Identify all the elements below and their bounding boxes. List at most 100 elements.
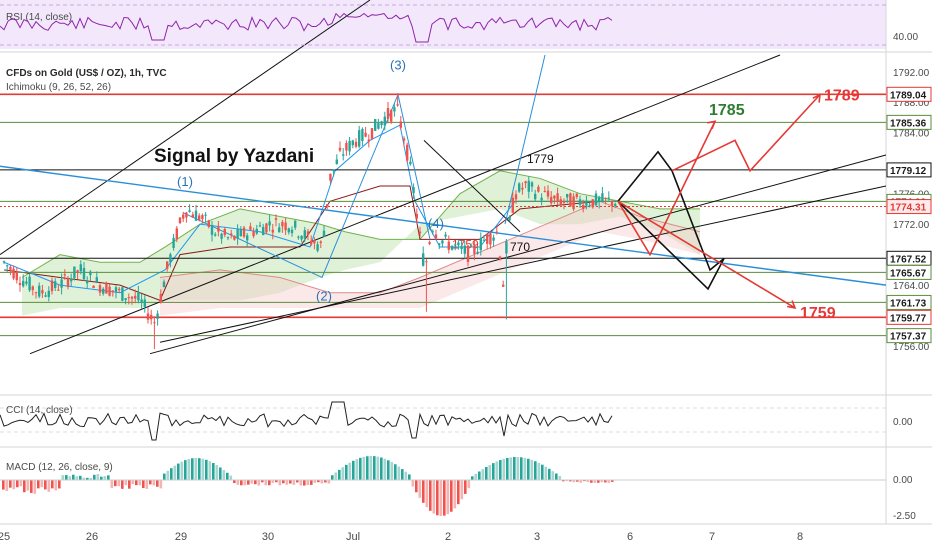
macd-bar [184,460,187,480]
macd-bar [2,480,5,490]
candle-body [86,281,89,284]
time-axis-label: 8 [797,531,803,543]
price-tag[interactable] [886,309,932,325]
macd-bar [600,480,604,483]
trend-line[interactable] [159,185,887,343]
candle-body [572,196,575,210]
macd-bar [296,480,299,483]
price-tag[interactable] [886,264,932,280]
macd-bar [226,472,229,480]
macd-bar [82,477,86,480]
rsi-label: RSI (14, close) [6,12,72,23]
macd-bar [124,480,128,486]
trend-line[interactable] [0,0,371,256]
macd-bar [191,458,194,480]
candle-body [102,288,105,294]
macd-bar [299,480,303,486]
macd-bar [425,480,429,508]
macd-bar [9,480,12,488]
macd-bar [541,464,544,480]
candle-body [162,281,166,288]
trend-line[interactable] [504,54,546,225]
macd-bar [572,480,576,483]
candle-body [495,231,498,233]
macd-bar [19,480,23,487]
projection-path-red[interactable] [617,120,716,257]
price-tag[interactable] [886,162,932,178]
candle-body [434,234,438,239]
candle-body [98,285,102,293]
candle-body [25,281,28,284]
price-tag[interactable] [886,294,932,310]
candle-body [562,201,566,203]
elliott-wave-path[interactable] [182,92,431,279]
macd-bar [117,480,121,487]
candle-body [486,234,489,244]
candle-body [210,224,214,235]
price-axis-label: 1772.00 [893,220,930,231]
price-tag-text: 1765.67 [890,268,927,279]
target-label: 1789 [824,88,860,105]
drawing-lines-layer[interactable]: (1) (2) (3) (4) 1779 1759 770 [0,0,887,355]
candle-body [278,227,281,233]
price-tag[interactable] [886,114,932,130]
macd-bar [254,480,257,485]
candle-body [156,313,159,319]
projection-paths-layer[interactable]: 1789 1785 1759 [617,88,860,322]
trend-line[interactable] [423,139,521,233]
price-tag-text: 1785.36 [890,118,927,129]
macd-bar [320,480,324,484]
macd-bar [527,458,530,480]
price-tag-text: 1789.04 [890,90,927,101]
price-axis-label: 1784.00 [893,129,930,140]
price-axis-label: 1756.00 [893,342,930,353]
projection-path-red[interactable] [671,94,821,173]
price-tag[interactable] [886,199,932,215]
candle-body [137,291,140,301]
candle-body [380,121,383,126]
candle-body [297,236,300,238]
macd-bar [131,480,135,485]
trend-line[interactable] [0,165,887,286]
macd-bar [236,480,240,485]
candle-body [9,266,12,270]
macd-bar [383,458,387,480]
time-axis-label: 26 [86,531,98,543]
macd-bar [61,475,65,480]
price-tag[interactable] [886,328,932,344]
macd-bar [149,480,152,485]
candle-body [262,226,265,236]
macd-bar [159,480,163,489]
candle-body [159,294,162,303]
candle-body [319,241,322,244]
macd-bar [607,480,611,483]
candle-body [370,128,374,139]
candle-body [358,130,361,147]
candle-body [220,233,223,239]
projection-path-black[interactable] [617,200,725,291]
trend-line[interactable] [29,54,781,355]
projection-path-red[interactable] [617,200,796,309]
macd-bar [275,480,278,483]
wave-label: (1) [177,174,193,189]
price-pane [0,55,886,393]
macd-bar [152,480,156,486]
candle-body [543,190,546,192]
wave-label: (4) [428,216,444,231]
ichimoku-kijun-line [3,185,601,301]
candle-body [534,193,537,200]
macd-bar [611,480,614,482]
macd-bar [54,480,58,491]
candle-body [326,204,329,207]
macd-bar [103,476,107,480]
candle-body [332,169,335,172]
candle-body [505,241,508,254]
ichimoku-label: Ichimoku (9, 26, 52, 26) [6,82,111,93]
candle-body [524,181,527,184]
candle-body [447,241,450,250]
macd-bar [369,456,373,480]
macd-bar [37,480,40,489]
price-tag[interactable] [886,86,932,102]
trend-line[interactable] [149,154,887,355]
